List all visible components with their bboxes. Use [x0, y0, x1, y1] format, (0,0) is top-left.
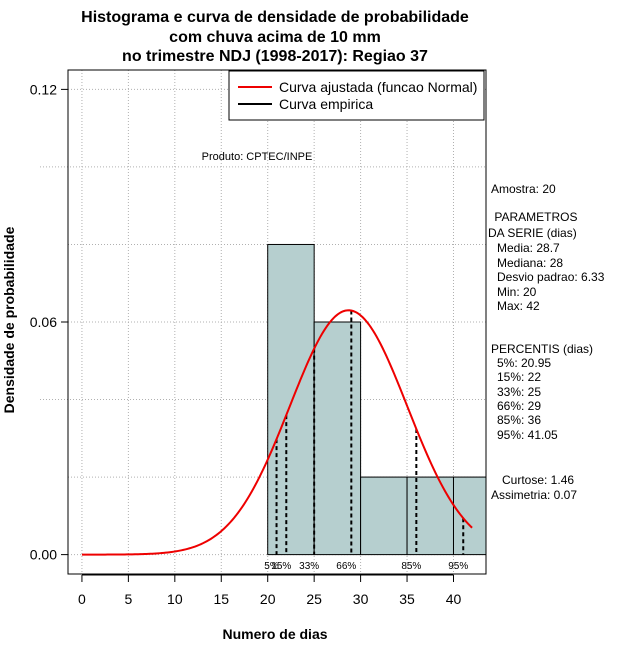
x-tick-label: 30 [353, 591, 369, 607]
param-min: Min: 20 [497, 285, 537, 299]
x-tick-label: 15 [213, 591, 229, 607]
x-tick-label: 5 [124, 591, 132, 607]
y-tick-label: 0.12 [30, 81, 57, 97]
param-median: Mediana: 28 [497, 256, 563, 270]
legend-label-empirical-curve: Curva empirica [279, 96, 373, 112]
percentile-label: 95% [448, 561, 468, 572]
histogram-bar [452, 476, 487, 556]
y-tick-label: 0.00 [30, 547, 57, 563]
chart-title-line-3: no trimestre NDJ (1998-2017): Regiao 37 [122, 48, 428, 65]
axes-layer: 0 5 10 15 20 25 30 35 40 0.00 0.06 0.12 [30, 81, 462, 607]
legend-label-fitted-curve: Curva ajustada (funcao Normal) [279, 79, 477, 95]
histogram-bar [313, 321, 362, 556]
x-tick-label: 40 [446, 591, 462, 607]
legend-box [228, 70, 485, 121]
x-tick-label: 10 [167, 591, 183, 607]
percentiles-header: PERCENTIS (dias) [491, 342, 593, 356]
x-tick-label: 25 [306, 591, 322, 607]
x-tick-label: 20 [260, 591, 276, 607]
x-axis-title: Numero de dias [222, 626, 327, 642]
params-subheader: DA SERIE (dias) [488, 226, 577, 240]
percentile-66: 66%: 29 [497, 399, 541, 413]
normal-fit-curve [81, 309, 473, 556]
y-tick-label: 0.06 [30, 314, 57, 330]
x-tick-label: 0 [78, 591, 86, 607]
density-curve-layer [81, 309, 473, 556]
percentile-15: 15%: 22 [497, 370, 541, 384]
param-max: Max: 42 [497, 299, 540, 313]
percentile-33: 33%: 25 [497, 385, 541, 399]
percentile-85: 85%: 36 [497, 413, 541, 427]
percentile-label: 5% [264, 561, 279, 572]
statistics-panel: Amostra: 20 PARAMETROS DA SERIE (dias) M… [488, 182, 605, 502]
percentile-label: 66% [336, 561, 356, 572]
percentile-5: 5%: 20.95 [497, 356, 551, 370]
kurtosis: Curtose: 1.46 [502, 473, 574, 487]
histogram-bars [267, 243, 487, 556]
percentile-label: 15% [271, 561, 291, 572]
product-note: Produto: CPTEC/INPE [202, 151, 313, 163]
x-tick-label: 35 [399, 591, 415, 607]
y-axis-title: Densidade de probabilidade [1, 226, 17, 413]
skewness: Assimetria: 0.07 [491, 488, 577, 502]
percentile-95: 95%: 41.05 [497, 428, 558, 442]
params-header: PARAMETROS [491, 210, 577, 224]
percentile-label: 85% [401, 561, 421, 572]
histogram-bar [360, 476, 408, 556]
percentile-markers: 5%15% 33% 66% 85% 95% [264, 310, 468, 572]
sample-size: Amostra: 20 [491, 182, 556, 196]
histogram-bar [406, 476, 454, 556]
histogram-bar [267, 243, 315, 556]
percentile-label: 33% [299, 561, 319, 572]
chart-title-line-2: com chuva acima de 10 mm [169, 29, 381, 46]
param-mean: Media: 28.7 [497, 241, 560, 255]
chart-title-line-1: Histograma e curva de densidade de proba… [81, 9, 469, 26]
param-sd: Desvio padrao: 6.33 [497, 270, 605, 284]
legend: Curva ajustada (funcao Normal) Curva emp… [228, 70, 485, 121]
